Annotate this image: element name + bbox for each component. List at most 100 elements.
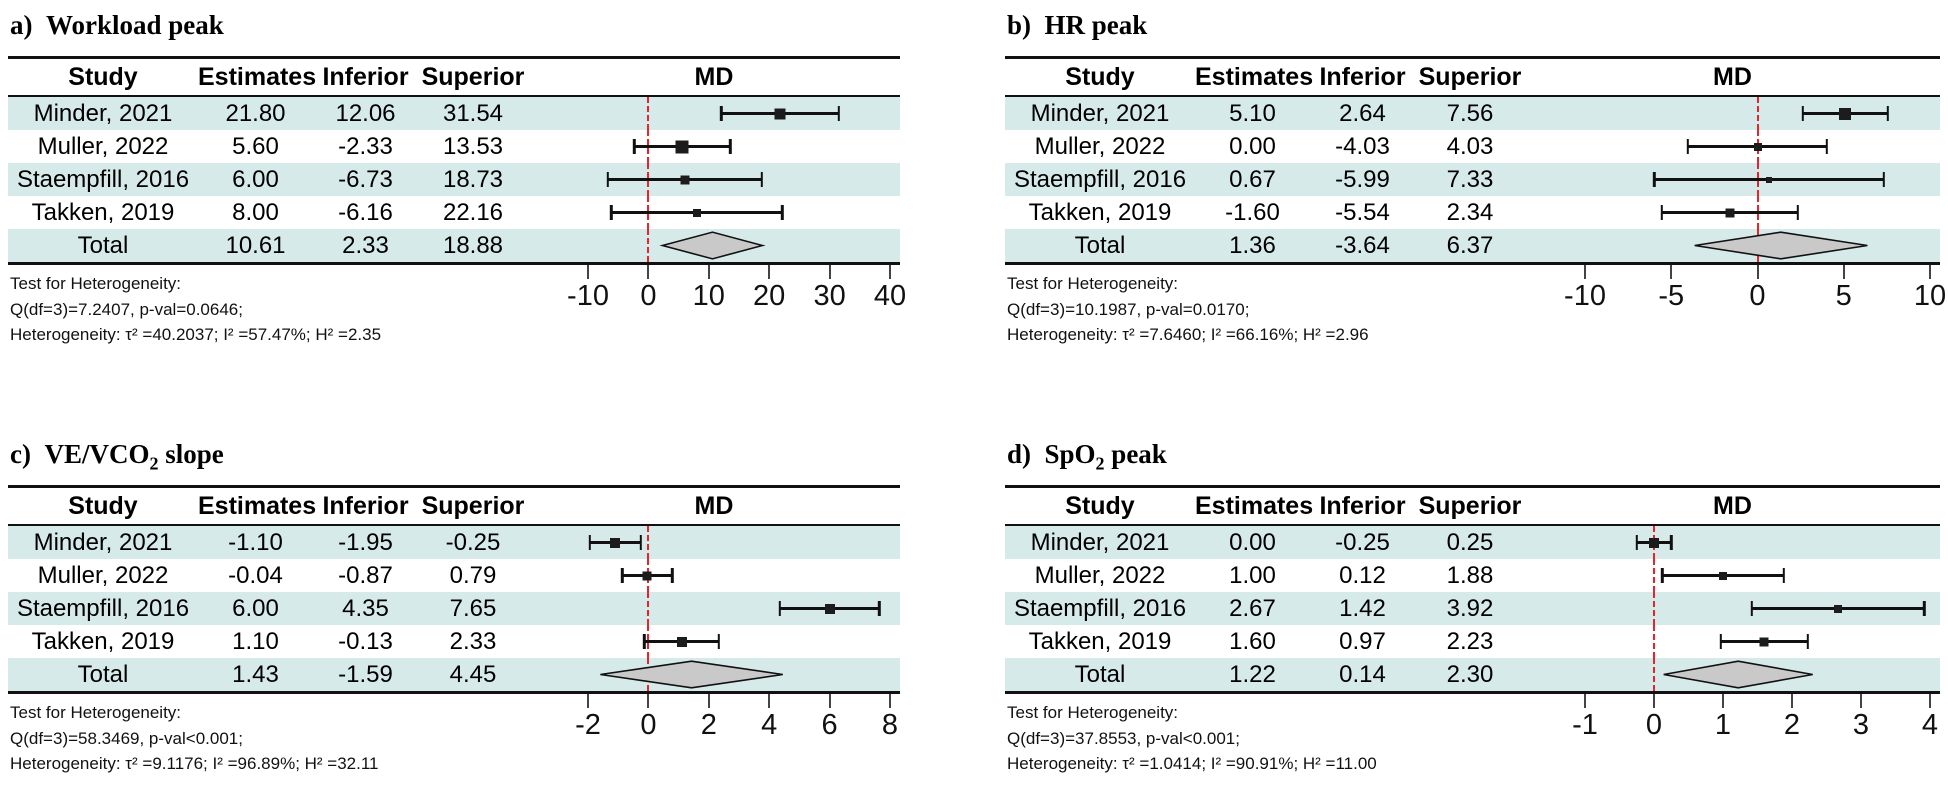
study-cell: Takken, 2019 (1028, 198, 1172, 226)
x-axis: -2 0 2 4 6 8 (575, 694, 898, 750)
column-header-estimates: Estimates (1195, 62, 1314, 91)
column-header-superior: Superior (1418, 491, 1522, 520)
inferior-cell: -0.25 (1335, 528, 1390, 556)
superior-cell: 7.65 (449, 594, 497, 622)
heterogeneity-line: Heterogeneity: τ² =1.0414; I² =90.91%; H… (1007, 754, 1377, 773)
estimate-cell: 1.10 (232, 627, 279, 655)
heterogeneity-line: Heterogeneity: τ² =40.2037; I² =57.47%; … (10, 325, 382, 344)
column-header-md: MD (1713, 62, 1752, 91)
table-row: Staempfill, 2016 2.67 1.42 3.92 (1005, 592, 1940, 625)
table-row: Staempfill, 2016 6.00 4.35 7.65 (8, 592, 900, 625)
axis-tick-label: 0 (1749, 280, 1766, 312)
study-plot-cell (1525, 163, 1940, 196)
axis-tick (889, 694, 891, 708)
axis-tick-label: -1 (1572, 709, 1598, 741)
axis-tick (707, 694, 710, 708)
axis-tick (647, 694, 650, 708)
study-cell: Takken, 2019 (1028, 627, 1172, 655)
axis-tick-label: 40 (873, 280, 907, 312)
superior-cell: 4.03 (1446, 132, 1494, 160)
superior-cell: 1.88 (1446, 561, 1494, 589)
column-header-inferior: Inferior (1319, 62, 1406, 91)
axis-tick (1860, 694, 1862, 708)
table-header-row: Study Estimates Inferior Superior MD (8, 59, 900, 97)
ci-cap-right (837, 106, 841, 121)
panel-title-subscript: 2 (149, 453, 159, 474)
point-marker (1834, 604, 1843, 613)
plot-area (1585, 163, 1930, 196)
column-header-estimates: Estimates (198, 491, 317, 520)
plot-area (588, 592, 890, 625)
ci-cap-right (1806, 634, 1810, 649)
estimate-cell: 21.80 (225, 99, 286, 127)
superior-cell: 7.56 (1446, 99, 1494, 127)
estimate-cell: 6.00 (232, 165, 279, 193)
study-plot-cell (528, 196, 900, 229)
superior-cell: 18.73 (442, 165, 504, 193)
axis-tick (1670, 265, 1673, 279)
superior-cell: 2.30 (1446, 660, 1494, 688)
estimate-cell: 5.10 (1229, 99, 1276, 127)
axis-tick-label: 2 (1783, 709, 1801, 741)
ci-cap-left (609, 205, 613, 220)
ci-cap-left (620, 568, 624, 583)
axis-tick-label: 20 (753, 280, 786, 312)
study-plot-cell (528, 592, 900, 625)
inferior-cell: -0.87 (338, 561, 393, 589)
zero-reference-line (1653, 592, 1655, 625)
summary-diamond (588, 660, 890, 689)
heterogeneity-line: Q(df=3)=37.8553, p-val<0.001; (1007, 728, 1240, 748)
inferior-cell: -6.16 (338, 198, 393, 226)
ci-cap-right (1886, 106, 1890, 121)
zero-reference-line (647, 526, 650, 559)
below-table-area: Test for Heterogeneity: Q(df=3)=58.3469, … (8, 694, 900, 790)
estimate-cell: 0.67 (1229, 165, 1276, 193)
ci-cap-right (760, 172, 763, 187)
axis-tick (587, 694, 589, 708)
heterogeneity-text: Test for Heterogeneity: Q(df=3)=37.8553, … (1007, 700, 1377, 777)
axis-tick-label: 3 (1852, 709, 1870, 741)
ci-cap-right (728, 139, 732, 154)
heterogeneity-line: Q(df=3)=58.3469, p-val<0.001; (10, 728, 243, 748)
column-header-study: Study (1065, 62, 1135, 91)
study-cell: Muller, 2022 (37, 561, 169, 589)
estimate-cell: 8.00 (232, 198, 279, 226)
below-table-area: Test for Heterogeneity: Q(df=3)=10.1987, … (1005, 265, 1946, 375)
column-header-md: MD (694, 62, 734, 91)
heterogeneity-line: Heterogeneity: τ² =7.6460; I² =66.16%; H… (1007, 325, 1369, 344)
superior-cell: 7.33 (1446, 165, 1494, 193)
x-axis: -10 0 10 20 30 40 (567, 265, 906, 321)
column-header-study: Study (68, 62, 138, 91)
point-marker (1719, 571, 1727, 580)
superior-cell: 2.33 (449, 627, 497, 655)
point-marker (675, 140, 689, 153)
axis-tick-label: 0 (640, 280, 657, 312)
superior-cell: 6.37 (1446, 231, 1494, 259)
ci-cap-left (1801, 106, 1805, 121)
column-header-superior: Superior (1418, 62, 1522, 91)
ci-cap-right (671, 568, 674, 583)
plot-area (1585, 97, 1930, 130)
ci-cap-left (1652, 172, 1656, 187)
study-cell: Staempfill, 2016 (16, 165, 190, 193)
inferior-cell: -1.95 (338, 528, 393, 556)
study-cell: Muller, 2022 (37, 132, 169, 160)
inferior-cell: 12.06 (335, 99, 396, 127)
plot-area (1585, 526, 1930, 559)
ci-cap-right (639, 535, 643, 550)
table-row: Takken, 2019 8.00 -6.16 22.16 (8, 196, 900, 229)
superior-cell: 13.53 (442, 132, 504, 160)
inferior-cell: -6.73 (338, 165, 393, 193)
plot-area (588, 97, 890, 130)
zero-reference-line (1653, 625, 1655, 658)
panel-vevco2-slope: c) VE/VCO2 slope Study Estimates Inferior Su… (8, 342, 900, 790)
heterogeneity-line: Heterogeneity: τ² =9.1176; I² =96.89%; H… (10, 754, 379, 773)
x-axis: -1 0 1 2 3 4 (1572, 694, 1938, 750)
superior-cell: 2.34 (1446, 198, 1494, 226)
total-row: Total 1.43 -1.59 4.45 (8, 658, 900, 691)
zero-reference-line (1653, 559, 1655, 592)
ci-cap-right (1923, 601, 1926, 616)
axis-tick (828, 694, 831, 708)
table-row: Muller, 2022 0.00 -4.03 4.03 (1005, 130, 1940, 163)
